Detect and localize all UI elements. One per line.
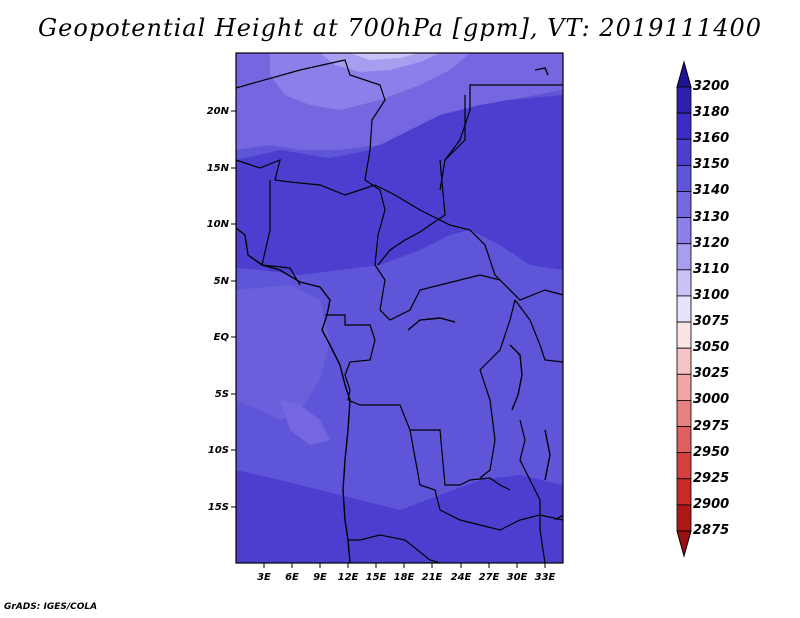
colorbar-level-label: 3130 — [693, 209, 730, 225]
lon-labels: 3E 6E 9E 12E 15E 18E 21E 24E 27E 30E 33E — [257, 572, 555, 583]
colorbar-segment — [676, 269, 692, 297]
colorbar-segment — [676, 138, 692, 166]
colorbar-level-label: 2900 — [693, 496, 730, 512]
colorbar — [676, 60, 692, 558]
field-high-band — [236, 95, 563, 275]
lon-label: 12E — [338, 572, 359, 583]
lon-label: 18E — [394, 572, 415, 583]
lat-label: 5N — [214, 276, 230, 287]
colorbar-level-label: 3120 — [693, 235, 730, 251]
colorbar-segment — [676, 112, 692, 140]
lon-label: 24E — [451, 572, 472, 583]
colorbar-segment — [676, 452, 692, 480]
lat-label: 5S — [215, 389, 229, 400]
footer-credit: GrADS: IGES/COLA — [4, 602, 98, 612]
colorbar-level-label: 3160 — [693, 131, 730, 147]
geopotential-field — [236, 53, 563, 563]
colorbar-segment — [676, 321, 692, 349]
lon-label: 15E — [366, 572, 387, 583]
lon-label: 3E — [257, 572, 271, 583]
colorbar-segment — [676, 243, 692, 271]
lat-label: 15N — [207, 163, 230, 174]
colorbar-level-label: 3025 — [693, 366, 730, 382]
colorbar-level-label: 3150 — [693, 157, 730, 173]
colorbar-bottom-triangle — [676, 530, 692, 558]
colorbar-segment — [676, 478, 692, 506]
lon-label: 30E — [507, 572, 528, 583]
lat-label: EQ — [214, 332, 230, 343]
colorbar-segment — [676, 86, 692, 114]
lat-label: 20N — [207, 106, 230, 117]
lon-label: 6E — [285, 572, 299, 583]
lat-labels: 20N 15N 10N 5N EQ 5S 10S 15S — [207, 106, 230, 513]
colorbar-segment — [676, 426, 692, 454]
colorbar-level-label: 3075 — [693, 314, 730, 330]
lon-label: 21E — [422, 572, 443, 583]
field-north-lowest — [320, 53, 440, 72]
map-title: Geopotential Height at 700hPa [gpm], VT:… — [38, 14, 762, 42]
colorbar-level-label: 3110 — [693, 261, 730, 277]
colorbar-level-label: 3200 — [693, 79, 730, 94]
lat-ticks — [231, 110, 236, 508]
lon-ticks — [263, 563, 546, 568]
colorbar-level-label: 3180 — [693, 105, 730, 121]
field-south-band — [236, 470, 563, 563]
colorbar-segment — [676, 400, 692, 427]
lat-label: 10N — [207, 219, 230, 230]
field-light-patch — [280, 400, 330, 445]
colorbar-level-label: 3140 — [693, 183, 730, 199]
colorbar-segment — [676, 295, 692, 323]
colorbar-segment — [676, 373, 692, 401]
colorbar-level-label: 2950 — [693, 444, 730, 460]
colorbar-segment — [676, 347, 692, 375]
colorbar-level-label: 2925 — [693, 470, 730, 486]
field-north-min — [350, 53, 420, 60]
lon-label: 27E — [479, 572, 500, 583]
colorbar-level-label: 3100 — [693, 287, 730, 303]
colorbar-segment — [676, 164, 692, 192]
colorbar-level-label: 2875 — [693, 523, 730, 538]
field-west-patch — [236, 285, 330, 420]
lon-label: 33E — [535, 572, 556, 583]
lat-label: 10S — [208, 445, 229, 456]
colorbar-top-triangle — [676, 60, 692, 88]
country-borders — [235, 59, 564, 564]
colorbar-segment — [676, 191, 692, 218]
colorbar-segment — [676, 504, 692, 532]
colorbar-level-label: 3000 — [693, 392, 730, 408]
map-frame — [235, 52, 564, 564]
coastline — [235, 67, 551, 564]
colorbar-level-label: 3050 — [693, 340, 730, 356]
colorbar-segment — [676, 217, 692, 245]
lon-label: 9E — [313, 572, 327, 583]
lat-label: 15S — [208, 502, 229, 513]
colorbar-level-label: 2975 — [693, 418, 730, 434]
